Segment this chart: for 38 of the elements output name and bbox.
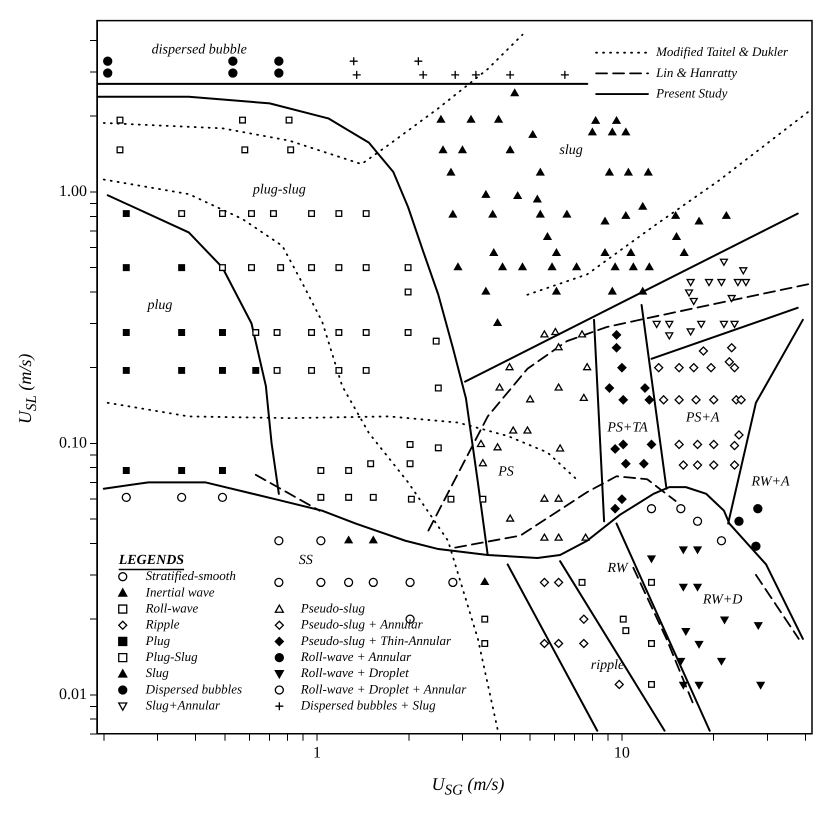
annotation: slug [559, 143, 583, 158]
annotation: RW+D [702, 592, 742, 608]
y-tick-label: 0.01 [59, 686, 87, 704]
annotation: PS+A [684, 410, 720, 426]
x-tick-label: 10 [614, 744, 630, 762]
legend-label: Lin & Hanratty [655, 64, 738, 80]
annotation: SS [298, 553, 313, 568]
legend-label: Plug-Slug [144, 649, 198, 664]
legend-label: Inertial wave [144, 584, 215, 600]
x-axis-title: U$_{SG}$ (m/s) [430, 774, 506, 800]
legend-label: Pseudo-slug + Thin-Annular [300, 632, 452, 648]
legend-label: Ripple [144, 616, 180, 632]
legend-label: Roll-wave [144, 600, 199, 616]
legend-label: Roll-wave + Droplet + Annular [300, 681, 468, 696]
legend-label: Roll-wave + Annular [300, 649, 412, 664]
legend-label: Pseudo-slug [300, 600, 366, 616]
legend-label: Slug [146, 665, 170, 680]
annotation: plug-slug [252, 182, 306, 198]
legend-label: Present Study [655, 85, 728, 100]
legend-title: LEGENDS [118, 553, 184, 568]
annotation: plug [146, 298, 172, 313]
legend-label: Dispersed bubbles [144, 681, 242, 696]
annotation: PS+TA [606, 420, 648, 436]
y-tick-label: 0.10 [59, 434, 87, 452]
legend-label: Modified Taitel & Dukler [655, 44, 790, 60]
legend-label: Dispersed bubbles + Slug [300, 698, 436, 713]
annotation: RW [606, 561, 629, 576]
y-tick-label: 1.00 [59, 183, 87, 200]
legend-label: Roll-wave + Droplet [300, 665, 410, 680]
x-tick-label: 1 [312, 744, 321, 762]
annotation: PS [497, 464, 514, 480]
legend-label: Slug+Annular [146, 698, 222, 713]
legend-label: Pseudo-slug + Annular [300, 616, 424, 632]
legend-label: Stratified-smooth [146, 568, 236, 584]
annotation: dispersed bubble [152, 42, 247, 58]
annotation: ripple [590, 658, 624, 674]
annotation: RW+A [750, 474, 790, 490]
legend-label: Plug [144, 632, 171, 648]
